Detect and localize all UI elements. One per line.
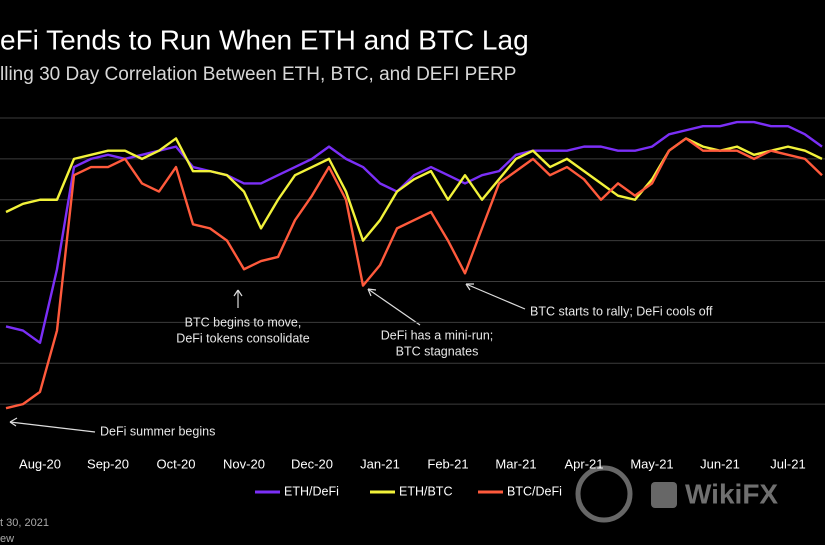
x-tick-label: Nov-20 (223, 456, 265, 471)
x-tick-label: Aug-20 (19, 456, 61, 471)
x-tick-label: Oct-20 (156, 456, 195, 471)
annotation: DeFi tokens consolidate (176, 331, 309, 345)
x-tick-label: Jan-21 (360, 456, 400, 471)
annotation: BTC stagnates (396, 344, 479, 358)
annotation: DeFi has a mini-run; (381, 328, 494, 342)
chart-title: eFi Tends to Run When ETH and BTC Lag (0, 24, 529, 55)
x-tick-label: Dec-20 (291, 456, 333, 471)
line-series (5, 137, 823, 410)
annotation-arrows (9, 283, 526, 433)
x-tick-label: Sep-20 (87, 456, 129, 471)
legend-label: ETH/DeFi (284, 484, 339, 498)
x-tick-label: May-21 (630, 456, 673, 471)
footer: ew (0, 533, 14, 545)
legend-label: ETH/BTC (399, 484, 452, 498)
x-tick-label: Jun-21 (700, 456, 740, 471)
annotation: BTC begins to move, (185, 315, 302, 329)
legend-label: BTC/DeFi (507, 484, 562, 498)
watermark-logo (575, 465, 677, 523)
x-tick-label: Mar-21 (495, 456, 536, 471)
watermark: WikiFX (685, 478, 778, 509)
footer: t 30, 2021 (0, 517, 49, 529)
annotation: DeFi summer begins (100, 424, 215, 438)
x-tick-label: Jul-21 (770, 456, 805, 471)
chart-subtitle: lling 30 Day Correlation Between ETH, BT… (0, 64, 516, 85)
annotation: BTC starts to rally; DeFi cools off (530, 304, 713, 318)
line-series (5, 120, 823, 345)
x-tick-label: Apr-21 (564, 456, 603, 471)
x-tick-label: Feb-21 (427, 456, 468, 471)
